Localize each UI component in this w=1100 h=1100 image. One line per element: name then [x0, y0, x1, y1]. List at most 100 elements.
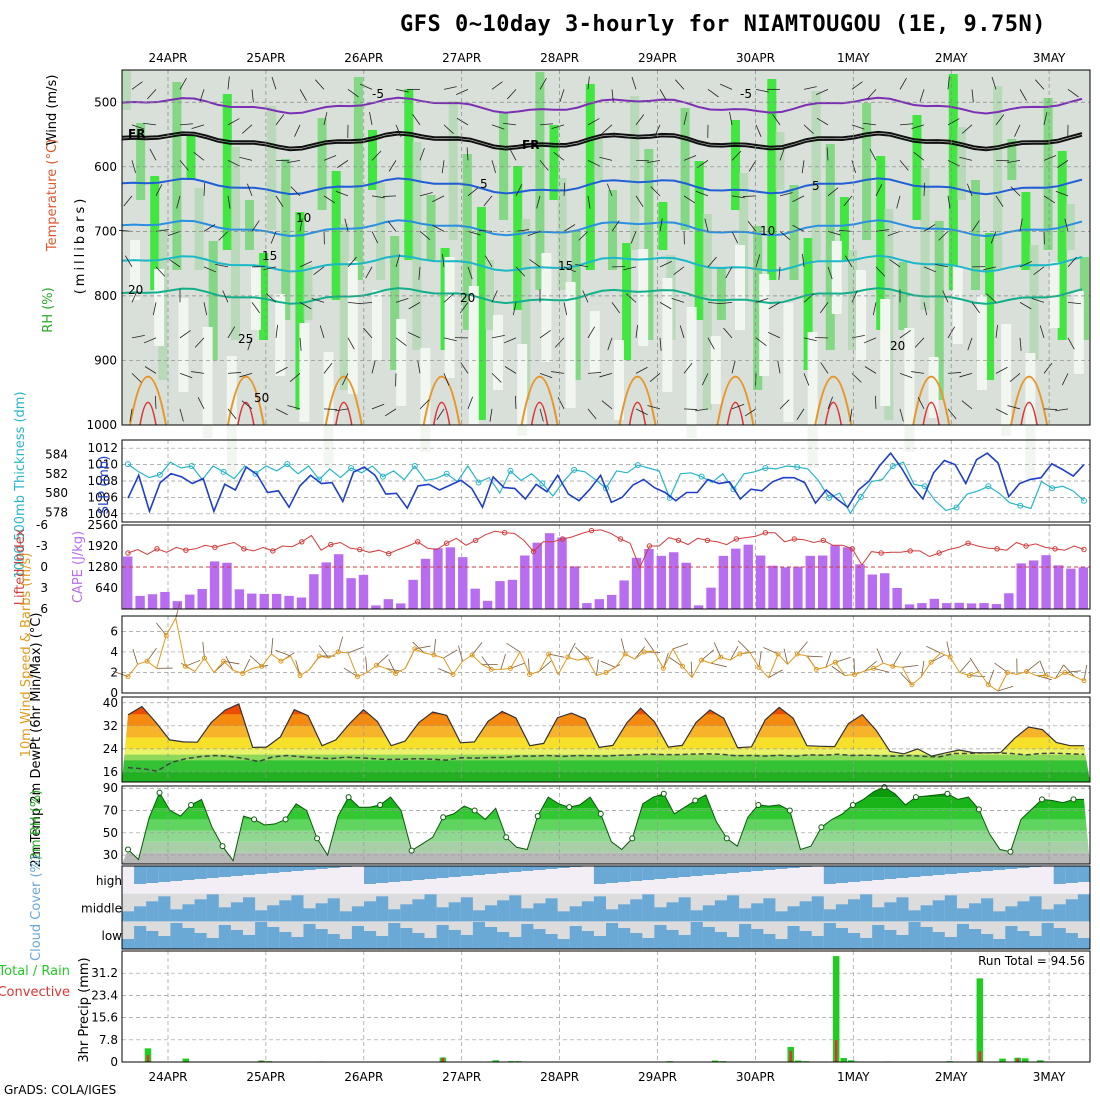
cloud-middle-bar: [158, 896, 171, 922]
precip-convective-bar: [789, 1050, 793, 1062]
cloud-low-bar: [158, 936, 171, 949]
cloud-middle-bar: [521, 908, 534, 922]
wind-speed-point: [450, 672, 456, 678]
wind-barb: [806, 655, 823, 658]
cape-bar: [458, 557, 468, 609]
wind-barb: [271, 638, 274, 655]
cape-bar: [755, 555, 766, 609]
wind-barb: [683, 112, 688, 125]
cloud-middle-bar: [823, 909, 836, 922]
wind-barb: [896, 195, 901, 209]
wind-barb: [630, 231, 637, 244]
wind-barb: [227, 408, 237, 420]
wind-barb: [131, 373, 142, 383]
wind-barb: [587, 372, 601, 374]
cloud-low-bar: [545, 934, 558, 949]
wind-barb: [509, 148, 517, 161]
wind-barb: [1054, 664, 1064, 679]
wind-barb: [921, 660, 925, 677]
precip-total-bar: [1021, 1058, 1029, 1062]
isotherm-line: [121, 219, 1083, 238]
wind-barb: [504, 366, 517, 374]
wind-barb: [961, 124, 973, 134]
wind-speed-point: [622, 651, 628, 657]
wind-barb: [387, 220, 397, 232]
wind-barb: [491, 290, 498, 303]
wind-barb: [179, 408, 184, 422]
wind-barb: [1067, 337, 1075, 350]
wind-barb: [203, 266, 217, 273]
thickness-point: [188, 463, 195, 470]
li-point: [965, 540, 971, 546]
wind-barb: [539, 408, 544, 422]
cloud-high-bar: [666, 866, 679, 878]
wind-speed-line: [127, 616, 1085, 692]
wind-barb: [737, 640, 750, 653]
wind-barb: [779, 192, 793, 197]
cloud-middle-bar: [787, 906, 800, 922]
rh-band: [985, 233, 995, 380]
cloud-middle-bar: [751, 903, 764, 922]
wind-barb: [683, 195, 696, 204]
cape-bar: [731, 548, 741, 609]
cloud-high-bar: [472, 866, 485, 875]
wind-barb: [1043, 155, 1057, 161]
cloud-low-bar: [533, 929, 546, 949]
rh-dry-patch: [928, 357, 939, 418]
wind-barb: [942, 290, 949, 303]
cape-bar: [185, 594, 195, 609]
wind-barb: [647, 159, 661, 164]
wind-barb: [803, 124, 814, 135]
isotherm-line: [121, 254, 1083, 273]
wind-barb: [563, 302, 568, 316]
rh-dry-patch: [420, 348, 431, 452]
wind-barb: [1035, 79, 1045, 90]
wind-barb: [376, 654, 389, 666]
cloud-low-bar: [412, 933, 425, 949]
wind-barb: [923, 224, 936, 232]
slp-line: [127, 451, 1085, 514]
cloud-high-bar: [630, 866, 643, 881]
wind-barb: [959, 660, 971, 673]
wind-tick: 6: [110, 624, 118, 638]
wind-barb: [851, 124, 865, 130]
rh-point: [1070, 796, 1077, 803]
rh-band: [1029, 245, 1039, 360]
rh-dry-patch: [517, 344, 528, 436]
cloud-low-bar: [823, 923, 836, 949]
rh-band: [585, 84, 595, 270]
wind-barb: [631, 76, 637, 90]
contour-label: 50: [254, 391, 269, 405]
rh-point: [692, 797, 699, 804]
cloud-low-bar: [194, 933, 207, 949]
rh-band: [630, 96, 640, 250]
wind-barb: [215, 263, 229, 268]
cloud-middle-bar: [593, 896, 606, 922]
wind-barb: [673, 266, 685, 276]
rh-point: [944, 790, 951, 797]
cloud-low-bar: [388, 923, 401, 949]
precip-total-bar: [795, 1060, 802, 1062]
rh-band: [259, 253, 269, 340]
wind-barb: [902, 664, 919, 668]
cloud-low-bar: [932, 932, 945, 949]
cape-bar: [445, 547, 456, 609]
wind-barb: [290, 186, 301, 197]
wind-barb: [1014, 124, 1021, 137]
wind-barb: [1033, 266, 1045, 276]
wind-barb: [900, 672, 913, 686]
thickness-point: [985, 483, 992, 490]
isotherm-25: [422, 375, 461, 426]
cloud-high-bar: [944, 866, 957, 874]
cloud-level-label: high: [96, 874, 122, 888]
wind-barb: [467, 396, 474, 410]
wind-barb: [778, 266, 781, 280]
cloud-middle-bar: [146, 901, 159, 922]
wind-barb: [606, 183, 613, 197]
wind-barb: [994, 662, 1008, 673]
wind-barb: [626, 293, 637, 303]
wind-barb: [683, 362, 693, 374]
wind-barb: [466, 147, 469, 161]
cape-bar: [842, 547, 853, 609]
slp-tick: 1008: [87, 474, 118, 488]
